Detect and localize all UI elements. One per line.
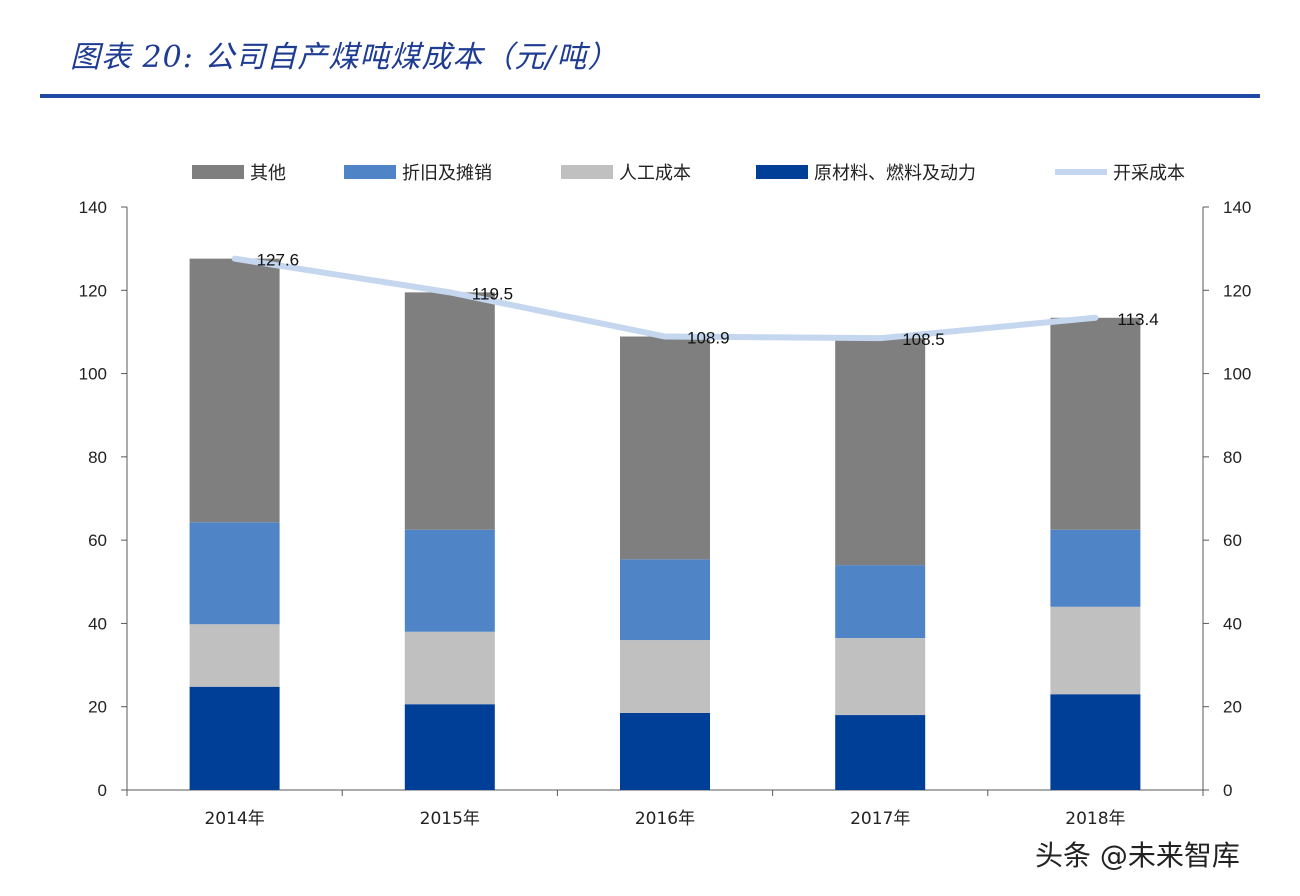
bar-segment — [835, 638, 926, 716]
bar-segment — [620, 712, 710, 790]
watermark: 头条 @未来智库 — [1035, 839, 1240, 872]
legend-label: 折旧及摊销 — [402, 163, 492, 184]
bar-segment — [189, 522, 280, 625]
y2-tick-label: 140 — [1223, 198, 1251, 217]
data-label: 127.6 — [257, 251, 300, 270]
line-series — [231, 255, 1099, 342]
bar-segment — [1050, 606, 1141, 695]
x-tick-label: 2014年 — [204, 809, 264, 829]
bar-segment — [1050, 317, 1141, 530]
bar-segment — [835, 715, 926, 790]
title-rule — [40, 94, 1260, 98]
bar-segment — [835, 565, 926, 639]
y-tick-label: 60 — [88, 531, 107, 550]
y-tick-label: 80 — [88, 448, 107, 467]
y-tick-label: 40 — [88, 614, 107, 633]
bar-segment — [189, 624, 280, 687]
y-tick-label: 20 — [88, 698, 107, 717]
bar-segment — [835, 338, 926, 566]
bar-segment — [404, 529, 495, 632]
legend-swatch — [756, 165, 808, 179]
y2-tick-label: 20 — [1223, 698, 1242, 717]
y2-tick-label: 80 — [1223, 448, 1242, 467]
y-tick-label: 140 — [79, 198, 107, 217]
bar-segment — [189, 686, 280, 790]
line-point — [663, 335, 667, 339]
x-tick-label: 2018年 — [1065, 809, 1125, 829]
legend-swatch — [192, 165, 244, 179]
bar-segment — [404, 292, 495, 530]
x-tick-label: 2015年 — [420, 809, 480, 829]
legend-label: 原材料、燃料及动力 — [814, 163, 976, 184]
bar-segment — [1050, 529, 1141, 607]
legend-swatch — [561, 165, 613, 179]
bar-segment — [1050, 694, 1141, 790]
bar-segment — [620, 640, 710, 713]
line-point — [878, 336, 882, 340]
data-label: 119.5 — [472, 284, 513, 303]
data-label: 108.9 — [687, 329, 730, 348]
y-tick-label: 120 — [79, 281, 107, 300]
bar-segment — [404, 631, 495, 705]
x-tick-label: 2017年 — [850, 809, 910, 829]
y2-tick-label: 100 — [1223, 365, 1251, 384]
legend-swatch — [344, 165, 396, 179]
legend-label: 其他 — [250, 163, 286, 184]
line-point — [233, 257, 237, 261]
y2-tick-label: 120 — [1223, 281, 1251, 300]
y-tick-label: 0 — [98, 781, 107, 800]
bar-segment — [404, 704, 495, 790]
y-tick-label: 100 — [79, 365, 107, 384]
line-point — [448, 290, 452, 294]
legend-label: 人工成本 — [619, 163, 691, 184]
bar-segment — [620, 336, 710, 560]
line-point — [1093, 316, 1097, 320]
bar-segment — [189, 258, 280, 523]
y2-tick-label: 0 — [1223, 781, 1232, 800]
chart-title: 图表 20: 公司自产煤吨煤成本（元/吨） — [70, 40, 619, 75]
x-tick-label: 2016年 — [635, 809, 695, 829]
y2-tick-label: 40 — [1223, 614, 1242, 633]
y2-tick-label: 60 — [1223, 531, 1242, 550]
data-label: 108.5 — [902, 330, 945, 349]
legend-label: 开采成本 — [1113, 163, 1185, 184]
bar-segment — [620, 559, 710, 641]
data-label: 113.4 — [1117, 310, 1158, 329]
